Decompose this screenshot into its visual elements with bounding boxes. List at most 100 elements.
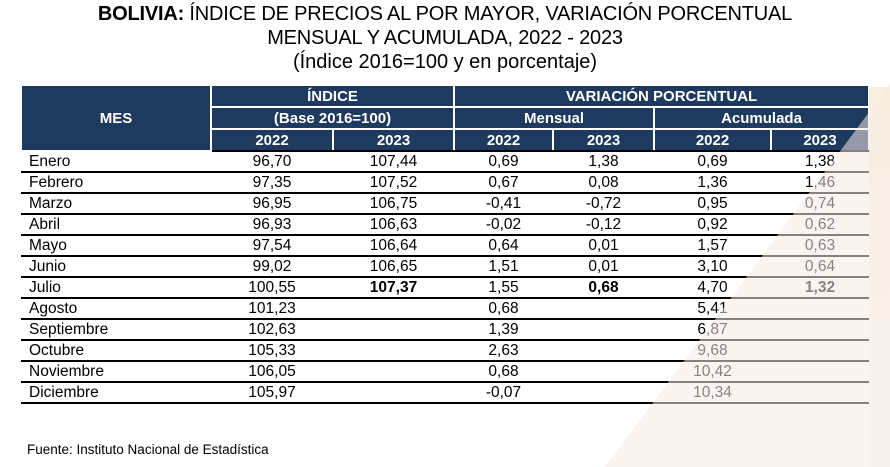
table-row: Febrero 97,35 107,52 0,67 0,08 1,36 1,46 — [21, 172, 870, 193]
value-cell: 101,23 — [248, 299, 296, 317]
value-cell: 0,63 — [804, 236, 836, 254]
month-cell: Octubre — [29, 341, 85, 359]
header-group-row: MES ÍNDICE VARIACIÓN PORCENTUAL — [20, 84, 871, 152]
title-main-text: ÍNDICE DE PRECIOS AL POR MAYOR, VARIACIÓ… — [184, 3, 793, 25]
header-year-mensual-2022: 2022 — [453, 128, 554, 152]
table-row: Marzo 96,95 106,75 -0,41 -0,72 0,95 0,74 — [21, 193, 870, 214]
value-cell: 9,68 — [697, 341, 728, 359]
value-cell: 1,46 — [804, 173, 836, 191]
value-cell: 1,39 — [488, 320, 519, 338]
value-cell: 0,68 — [488, 362, 519, 380]
value-cell — [771, 382, 869, 403]
table-row: Noviembre 106,05 0,68 10,42 — [21, 361, 870, 382]
month-cell: Marzo — [29, 194, 73, 212]
value-cell: -0,12 — [585, 215, 622, 233]
value-cell: -0,07 — [485, 383, 522, 401]
value-cell: 6,87 — [697, 320, 728, 338]
value-cell: 0,74 — [804, 194, 836, 212]
value-cell — [771, 340, 869, 361]
month-cell: Julio — [29, 278, 61, 296]
header-year-mensual-2023: 2023 — [552, 128, 655, 152]
value-cell — [333, 340, 454, 361]
value-cell — [771, 319, 869, 340]
value-cell — [333, 319, 454, 340]
value-cell: 10,34 — [693, 383, 732, 401]
value-cell — [553, 340, 654, 361]
value-cell: 0,01 — [588, 257, 619, 275]
value-cell: 10,42 — [693, 362, 732, 380]
value-cell: 0,68 — [588, 278, 619, 296]
value-cell: 100,55 — [248, 278, 296, 296]
value-cell: 105,97 — [248, 383, 296, 401]
value-cell — [333, 382, 454, 403]
table-row: Diciembre 105,97 -0,07 10,34 — [21, 382, 870, 403]
month-cell: Abril — [29, 215, 61, 233]
value-cell: 107,52 — [369, 173, 418, 191]
value-cell — [553, 382, 654, 403]
table-body: Enero 96,70 107,44 0,69 1,38 0,69 1,38 Febrero 9… — [21, 151, 870, 403]
value-cell: -0,72 — [585, 194, 622, 212]
header-year-indice-2022: 2022 — [210, 128, 334, 152]
table-row: Enero 96,70 107,44 0,69 1,38 0,69 1,38 — [21, 151, 870, 172]
value-cell: 106,64 — [369, 236, 418, 254]
value-cell: 97,35 — [252, 173, 292, 191]
value-cell: 96,93 — [252, 215, 292, 233]
title-block: BOLIVIA: ÍNDICE DE PRECIOS AL POR MAYOR,… — [0, 2, 890, 74]
month-cell: Noviembre — [29, 362, 104, 380]
month-cell: Junio — [29, 257, 67, 275]
value-cell — [771, 361, 869, 382]
header-mensual: Mensual — [453, 106, 655, 130]
value-cell: -0,02 — [485, 215, 522, 233]
header-base: (Base 2016=100) — [210, 106, 455, 130]
table-row: Agosto 101,23 0,68 5,41 — [21, 298, 870, 319]
table-row: Julio 100,55 107,37 1,55 0,68 4,70 1,32 — [21, 277, 870, 298]
value-cell: 0,68 — [488, 299, 519, 317]
value-cell: 107,37 — [369, 278, 418, 296]
value-cell — [333, 361, 454, 382]
source-note: Fuente: Instituto Nacional de Estadístic… — [27, 442, 269, 457]
table-row: Septiembre 102,63 1,39 6,87 — [21, 319, 870, 340]
header-year-indice-2023: 2023 — [332, 128, 455, 152]
table-header: MES ÍNDICE VARIACIÓN PORCENTUAL (Base 20… — [20, 84, 871, 152]
value-cell: 97,54 — [252, 236, 292, 254]
header-year-acumulada-2023: 2023 — [769, 128, 871, 152]
month-cell: Agosto — [29, 299, 78, 317]
value-cell — [553, 361, 654, 382]
value-cell: 1,51 — [488, 257, 519, 275]
value-cell: 5,41 — [697, 299, 728, 317]
value-cell: 105,33 — [248, 341, 296, 359]
value-cell: 0,64 — [804, 257, 836, 275]
month-cell: Enero — [29, 152, 71, 170]
table-row: Mayo 97,54 106,64 0,64 0,01 1,57 0,63 — [21, 235, 870, 256]
value-cell: 4,70 — [697, 278, 728, 296]
month-cell: Febrero — [29, 173, 84, 191]
value-cell: 0,01 — [588, 236, 619, 254]
value-cell: 102,63 — [248, 320, 296, 338]
value-cell: 0,69 — [488, 152, 519, 170]
value-cell: 1,32 — [804, 278, 836, 296]
page-title-line2: MENSUAL Y ACUMULADA, 2022 - 2023 — [267, 27, 623, 49]
table-row: Octubre 105,33 2,63 9,68 — [21, 340, 870, 361]
title-country-prefix: BOLIVIA: — [97, 3, 185, 25]
value-cell: 0,69 — [697, 152, 728, 170]
page-subtitle: (Índice 2016=100 y en porcentaje) — [292, 51, 598, 73]
value-cell: 106,65 — [369, 257, 418, 275]
scan-artifact-strip — [869, 87, 890, 467]
value-cell — [553, 319, 654, 340]
value-cell: 2,63 — [488, 341, 519, 359]
value-cell: 0,92 — [697, 215, 728, 233]
value-cell: 1,38 — [588, 152, 619, 170]
value-cell: 96,70 — [252, 152, 292, 170]
value-cell: 106,63 — [369, 215, 418, 233]
value-cell — [333, 298, 454, 319]
value-cell — [553, 298, 654, 319]
table-row: Abril 96,93 106,63 -0,02 -0,12 0,92 0,62 — [21, 214, 870, 235]
value-cell: 106,75 — [369, 194, 418, 212]
price-index-table: MES ÍNDICE VARIACIÓN PORCENTUAL (Base 20… — [20, 84, 871, 404]
page-title-line1: BOLIVIA: ÍNDICE DE PRECIOS AL POR MAYOR,… — [0, 2, 890, 26]
value-cell: 0,95 — [697, 194, 728, 212]
value-cell: 0,62 — [804, 215, 836, 233]
header-group-variacion: VARIACIÓN PORCENTUAL — [452, 84, 871, 108]
value-cell: 0,64 — [488, 236, 519, 254]
